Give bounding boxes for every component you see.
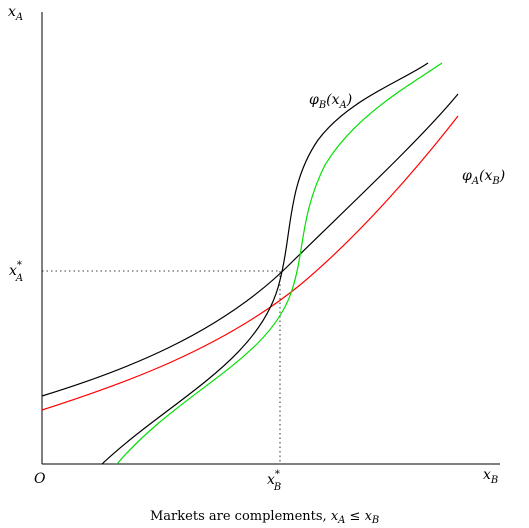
y-axis-label: xA bbox=[8, 4, 23, 23]
phi-a-label: φA(xB) bbox=[462, 168, 505, 187]
xa-star-label: x* A bbox=[9, 260, 23, 284]
x-axis-label: xB bbox=[483, 467, 498, 486]
phi-a-curve bbox=[41, 93, 459, 397]
caption: Markets are complements, xA ≤ xB bbox=[150, 509, 379, 526]
origin-label: O bbox=[34, 471, 46, 487]
phi-b-label: φB(xA) bbox=[309, 92, 352, 111]
xb-star-label: x* B bbox=[267, 469, 281, 493]
phi-b-curve bbox=[101, 62, 429, 465]
phi-a-red-curve bbox=[41, 115, 459, 411]
phi-b-green-curve bbox=[116, 62, 443, 465]
